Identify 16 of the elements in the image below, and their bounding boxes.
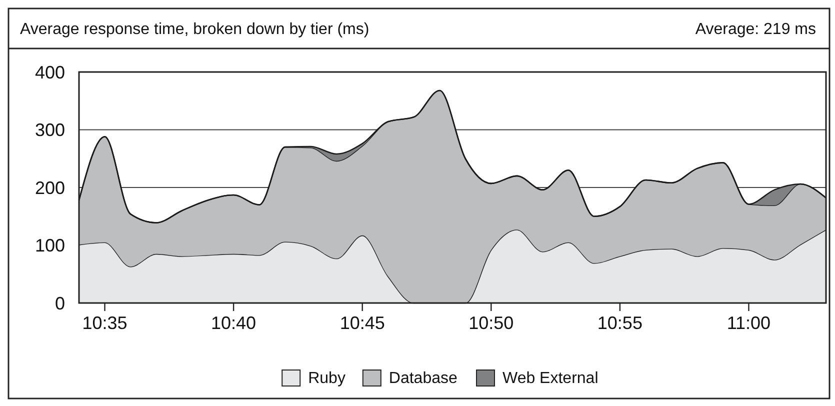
x-tick-label: 11:00 [726, 313, 771, 333]
legend-label: Ruby [308, 370, 346, 387]
x-tick-label: 10:40 [211, 313, 256, 333]
chart-title: Average response time, broken down by tier (ms) [20, 21, 370, 38]
x-tick-label: 10:35 [82, 313, 128, 333]
y-tick-label: 0 [54, 293, 65, 314]
y-tick-label: 200 [34, 178, 65, 198]
x-tick-label: 10:45 [340, 313, 385, 333]
y-tick-label: 100 [34, 236, 65, 256]
y-tick-label: 400 [34, 62, 65, 82]
y-tick-label: 300 [34, 120, 65, 140]
legend-label: Database [388, 370, 458, 387]
x-tick-label: 10:55 [597, 313, 642, 333]
legend-label: Web External [502, 370, 598, 387]
text: Average: 219 ms [695, 21, 816, 38]
x-tick-label: 10:50 [468, 313, 514, 333]
